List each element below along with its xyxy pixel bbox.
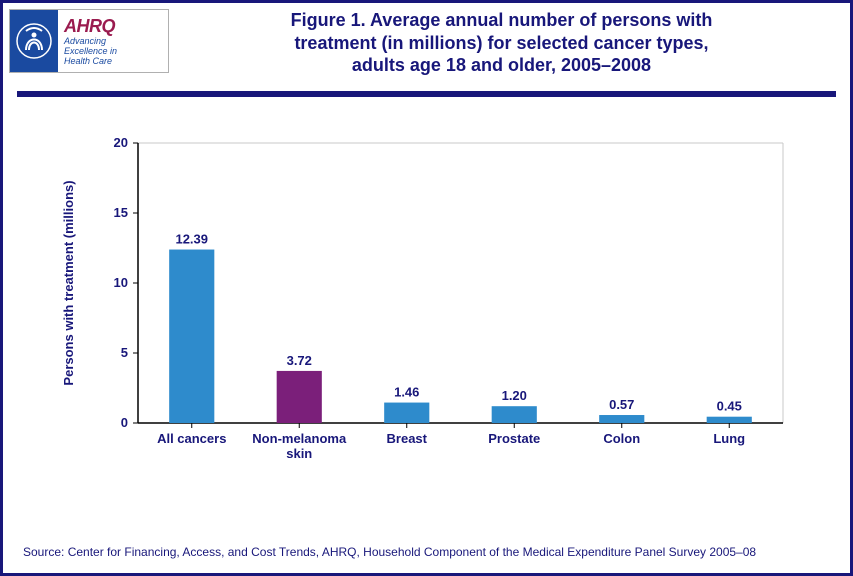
svg-text:20: 20 [114,135,128,150]
svg-text:0: 0 [121,415,128,430]
hhs-seal-icon [10,10,58,72]
header-rule [17,91,836,97]
source-note: Source: Center for Financing, Access, an… [23,545,756,559]
svg-text:Prostate: Prostate [488,431,540,446]
svg-text:10: 10 [114,275,128,290]
svg-text:Persons with treatment (millio: Persons with treatment (millions) [61,180,76,385]
svg-text:0.57: 0.57 [609,397,634,412]
svg-text:Lung: Lung [713,431,745,446]
svg-text:Non-melanoma: Non-melanoma [252,431,347,446]
svg-text:skin: skin [286,446,312,461]
bar-chart: 0 5 10 15 20 Persons with treatment (millions… [43,123,813,483]
figure-frame: AHRQ Advancing Excellence in Health Care… [0,0,853,576]
ahrq-wordmark: AHRQ [64,17,164,35]
header: AHRQ Advancing Excellence in Health Care… [3,3,850,91]
svg-text:15: 15 [114,205,128,220]
svg-text:1.46: 1.46 [394,385,419,400]
svg-text:Breast: Breast [387,431,428,446]
ahrq-tagline: Advancing Excellence in Health Care [64,37,164,67]
figure-title: Figure 1. Average annual number of perso… [173,9,830,77]
svg-text:All cancers: All cancers [157,431,226,446]
svg-text:0.45: 0.45 [717,399,742,414]
ahrq-logo-block: AHRQ Advancing Excellence in Health Care [58,10,168,72]
svg-text:3.72: 3.72 [287,353,312,368]
svg-text:1.20: 1.20 [502,388,527,403]
svg-text:5: 5 [121,345,128,360]
svg-text:12.39: 12.39 [175,232,208,247]
svg-text:Colon: Colon [603,431,640,446]
agency-logo: AHRQ Advancing Excellence in Health Care [9,9,169,73]
